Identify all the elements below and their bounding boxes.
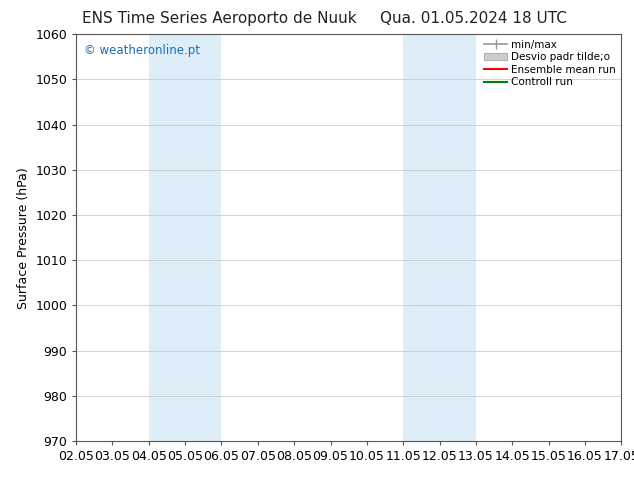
Y-axis label: Surface Pressure (hPa): Surface Pressure (hPa)	[16, 167, 30, 309]
Bar	[149, 34, 221, 441]
Text: © weatheronline.pt: © weatheronline.pt	[84, 45, 200, 57]
Bar	[403, 34, 476, 441]
Legend: min/max, Desvio padr tilde;o, Ensemble mean run, Controll run: min/max, Desvio padr tilde;o, Ensemble m…	[481, 36, 619, 91]
Text: Qua. 01.05.2024 18 UTC: Qua. 01.05.2024 18 UTC	[380, 11, 567, 26]
Text: ENS Time Series Aeroporto de Nuuk: ENS Time Series Aeroporto de Nuuk	[82, 11, 357, 26]
